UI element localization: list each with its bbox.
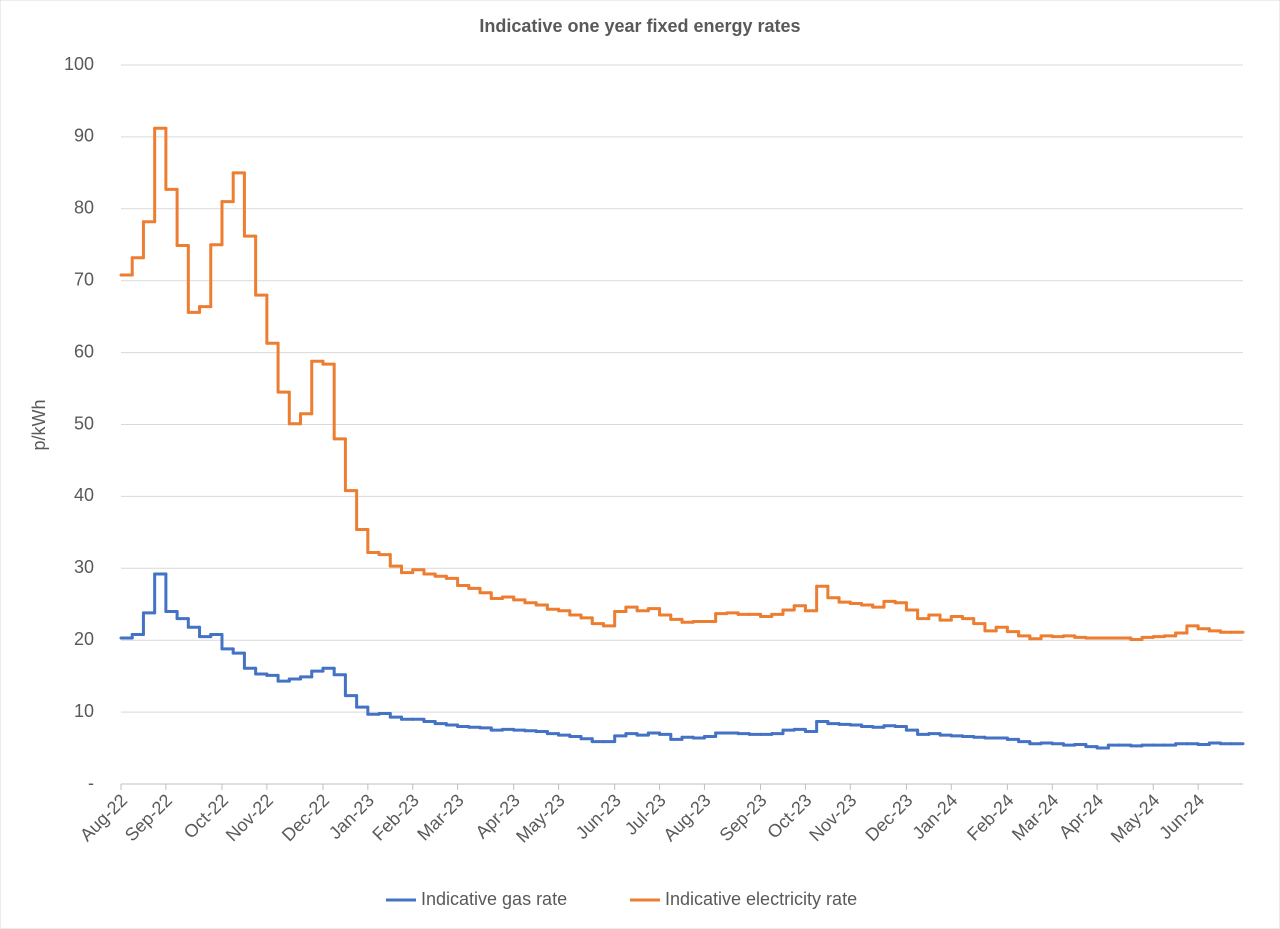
y-axis-label: p/kWh xyxy=(29,399,49,450)
y-tick-label: 60 xyxy=(74,341,94,361)
y-tick-label: 50 xyxy=(74,413,94,433)
y-tick-label: 90 xyxy=(74,126,94,146)
y-tick-label: 10 xyxy=(74,701,94,721)
y-tick-label: 20 xyxy=(74,629,94,649)
legend-label: Indicative gas rate xyxy=(421,889,567,909)
chart-title: Indicative one year fixed energy rates xyxy=(479,16,800,36)
y-tick-label: 40 xyxy=(74,485,94,505)
y-tick-label: 30 xyxy=(74,557,94,577)
y-tick-label: - xyxy=(88,773,94,793)
y-tick-label: 80 xyxy=(74,198,94,218)
y-tick-label: 70 xyxy=(74,269,94,289)
legend-label: Indicative electricity rate xyxy=(665,889,857,909)
y-tick-label: 100 xyxy=(64,54,94,74)
